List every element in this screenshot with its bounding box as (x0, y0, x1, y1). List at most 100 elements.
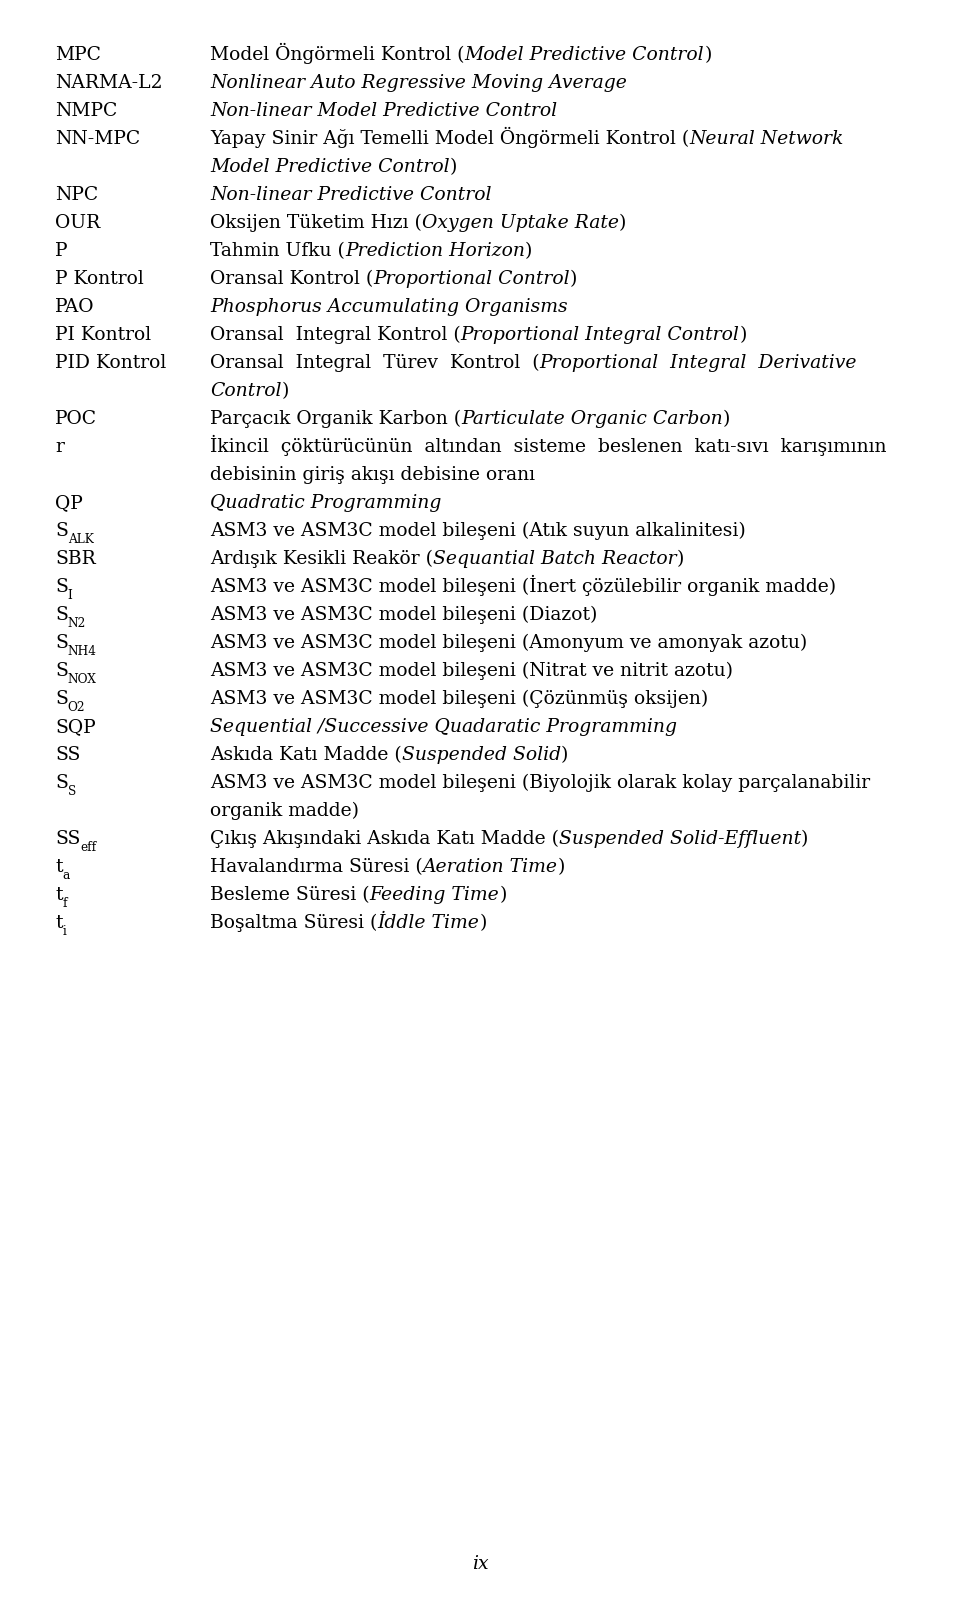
Text: ASM3 ve ASM3C model bileşeni (Amonyum ve amonyak azotu): ASM3 ve ASM3C model bileşeni (Amonyum ve… (210, 633, 807, 652)
Text: OUR: OUR (55, 214, 100, 232)
Text: NN-MPC: NN-MPC (55, 130, 140, 149)
Text: f: f (62, 897, 67, 910)
Text: Yapay Sinir Ağı Temelli Model Öngörmeli Kontrol (: Yapay Sinir Ağı Temelli Model Öngörmeli … (210, 126, 689, 149)
Text: P Kontrol: P Kontrol (55, 270, 144, 288)
Text: I: I (68, 590, 73, 603)
Text: S: S (55, 577, 68, 596)
Text: SQP: SQP (55, 718, 96, 736)
Text: PI Kontrol: PI Kontrol (55, 326, 151, 344)
Text: t: t (55, 915, 62, 932)
Text: Model Predictive Control: Model Predictive Control (210, 158, 449, 176)
Text: Sequential /Successive Quadaratic Programming: Sequential /Successive Quadaratic Progra… (210, 718, 677, 736)
Text: ): ) (619, 214, 626, 232)
Text: Havalandırma Süresi (: Havalandırma Süresi ( (210, 859, 422, 876)
Text: debisinin giriş akışı debisine oranı: debisinin giriş akışı debisine oranı (210, 465, 535, 484)
Text: NARMA-L2: NARMA-L2 (55, 74, 162, 93)
Text: Parçacık Organik Karbon (: Parçacık Organik Karbon ( (210, 409, 461, 429)
Text: Non-linear Predictive Control: Non-linear Predictive Control (210, 185, 492, 205)
Text: Boşaltma Süresi (: Boşaltma Süresi ( (210, 913, 377, 932)
Text: Oxygen Uptake Rate: Oxygen Uptake Rate (421, 214, 619, 232)
Text: Neural Network: Neural Network (689, 130, 844, 149)
Text: Tahmin Ufku (: Tahmin Ufku ( (210, 241, 345, 261)
Text: SS: SS (55, 747, 81, 764)
Text: Suspended Solid: Suspended Solid (401, 747, 561, 764)
Text: NH4: NH4 (68, 646, 97, 659)
Text: ASM3 ve ASM3C model bileşeni (Diazot): ASM3 ve ASM3C model bileşeni (Diazot) (210, 606, 597, 624)
Text: MPC: MPC (55, 46, 101, 64)
Text: Proportional  Integral  Derivative: Proportional Integral Derivative (540, 353, 857, 373)
Text: ): ) (281, 382, 289, 400)
Text: NPC: NPC (55, 185, 98, 205)
Text: İddle Time: İddle Time (377, 915, 479, 932)
Text: i: i (62, 926, 66, 939)
Text: ASM3 ve ASM3C model bileşeni (Atık suyun alkalinitesi): ASM3 ve ASM3C model bileşeni (Atık suyun… (210, 521, 746, 540)
Text: Çıkış Akışındaki Askıda Katı Madde (: Çıkış Akışındaki Askıda Katı Madde ( (210, 830, 559, 847)
Text: Model Öngörmeli Kontrol (: Model Öngörmeli Kontrol ( (210, 43, 465, 64)
Text: ix: ix (471, 1554, 489, 1573)
Text: Oransal  Integral  Türev  Kontrol  (: Oransal Integral Türev Kontrol ( (210, 353, 540, 373)
Text: Oransal  Integral Kontrol (: Oransal Integral Kontrol ( (210, 326, 461, 344)
Text: Control: Control (210, 382, 281, 400)
Text: Quadratic Programming: Quadratic Programming (210, 494, 442, 512)
Text: S: S (68, 785, 76, 798)
Text: S: S (55, 606, 68, 624)
Text: POC: POC (55, 409, 97, 429)
Text: ): ) (449, 158, 457, 176)
Text: Proportional Integral Control: Proportional Integral Control (461, 326, 739, 344)
Text: ): ) (677, 550, 684, 568)
Text: S: S (55, 691, 68, 708)
Text: ): ) (561, 747, 568, 764)
Text: Phosphorus Accumulating Organisms: Phosphorus Accumulating Organisms (210, 297, 567, 317)
Text: S: S (55, 521, 68, 540)
Text: Aeration Time: Aeration Time (422, 859, 558, 876)
Text: Sequantial Batch Reactor: Sequantial Batch Reactor (433, 550, 677, 568)
Text: Prediction Horizon: Prediction Horizon (345, 241, 525, 261)
Text: ): ) (570, 270, 577, 288)
Text: ASM3 ve ASM3C model bileşeni (Çözünmüş oksijen): ASM3 ve ASM3C model bileşeni (Çözünmüş o… (210, 689, 708, 708)
Text: SS: SS (55, 830, 81, 847)
Text: QP: QP (55, 494, 83, 512)
Text: İkincil  çöktürücünün  altından  sisteme  beslenen  katı-sıvı  karışımının: İkincil çöktürücünün altından sisteme be… (210, 435, 886, 456)
Text: r: r (55, 438, 64, 456)
Text: PAO: PAO (55, 297, 94, 317)
Text: ): ) (704, 46, 711, 64)
Text: a: a (62, 870, 70, 883)
Text: NMPC: NMPC (55, 102, 117, 120)
Text: P: P (55, 241, 67, 261)
Text: Suspended Solid-Effluent: Suspended Solid-Effluent (559, 830, 802, 847)
Text: ASM3 ve ASM3C model bileşeni (İnert çözülebilir organik madde): ASM3 ve ASM3C model bileşeni (İnert çözü… (210, 576, 836, 596)
Text: Particulate Organic Carbon: Particulate Organic Carbon (461, 409, 723, 429)
Text: Feeding Time: Feeding Time (370, 886, 499, 903)
Text: S: S (55, 662, 68, 680)
Text: ): ) (479, 915, 487, 932)
Text: Oransal Kontrol (: Oransal Kontrol ( (210, 270, 373, 288)
Text: ASM3 ve ASM3C model bileşeni (Biyolojik olarak kolay parçalanabilir: ASM3 ve ASM3C model bileşeni (Biyolojik … (210, 774, 870, 792)
Text: Besleme Süresi (: Besleme Süresi ( (210, 886, 370, 903)
Text: NOX: NOX (68, 673, 97, 686)
Text: Oksijen Tüketim Hızı (: Oksijen Tüketim Hızı ( (210, 214, 421, 232)
Text: N2: N2 (68, 617, 86, 630)
Text: t: t (55, 886, 62, 903)
Text: S: S (55, 774, 68, 792)
Text: Askıda Katı Madde (: Askıda Katı Madde ( (210, 747, 401, 764)
Text: ): ) (723, 409, 731, 429)
Text: Proportional Control: Proportional Control (373, 270, 570, 288)
Text: Model Predictive Control: Model Predictive Control (465, 46, 704, 64)
Text: Non-linear Model Predictive Control: Non-linear Model Predictive Control (210, 102, 557, 120)
Text: organik madde): organik madde) (210, 801, 359, 820)
Text: ): ) (525, 241, 532, 261)
Text: Nonlinear Auto Regressive Moving Average: Nonlinear Auto Regressive Moving Average (210, 74, 627, 93)
Text: S: S (55, 633, 68, 652)
Text: ): ) (802, 830, 808, 847)
Text: ): ) (499, 886, 507, 903)
Text: ALK: ALK (68, 534, 94, 547)
Text: SBR: SBR (55, 550, 96, 568)
Text: t: t (55, 859, 62, 876)
Text: eff: eff (81, 841, 97, 854)
Text: Ardışık Kesikli Reakör (: Ardışık Kesikli Reakör ( (210, 550, 433, 568)
Text: PID Kontrol: PID Kontrol (55, 353, 166, 373)
Text: O2: O2 (68, 702, 85, 715)
Text: ): ) (558, 859, 565, 876)
Text: ): ) (739, 326, 747, 344)
Text: ASM3 ve ASM3C model bileşeni (Nitrat ve nitrit azotu): ASM3 ve ASM3C model bileşeni (Nitrat ve … (210, 662, 733, 680)
